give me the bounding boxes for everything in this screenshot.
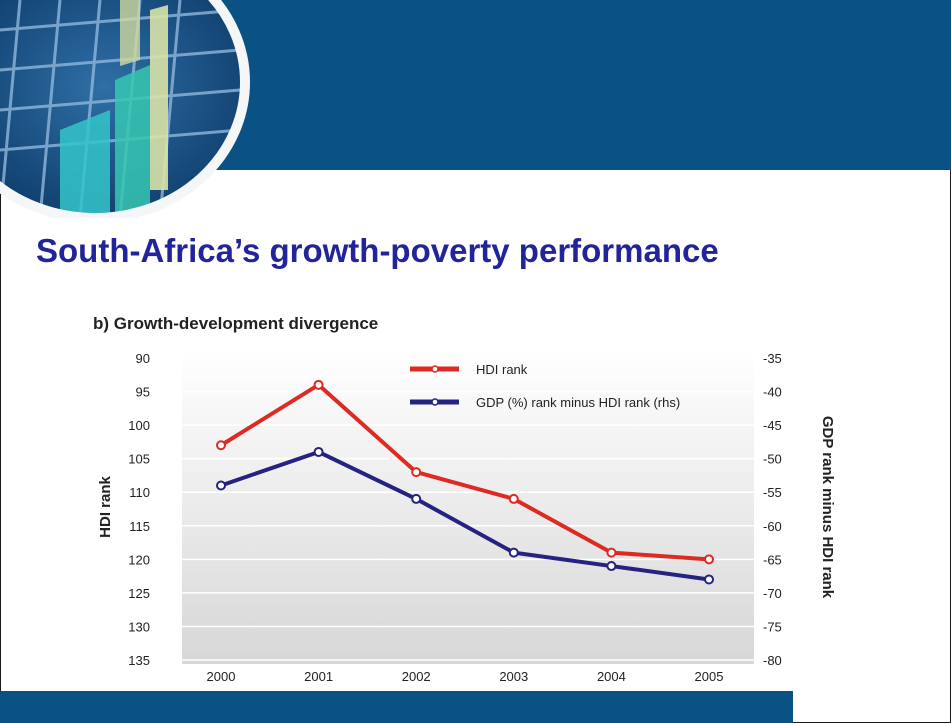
y-tick-left: 125: [128, 586, 150, 601]
y-tick-left: 130: [128, 619, 150, 634]
x-tick-label: 2002: [402, 669, 431, 684]
chart-title: b) Growth-development divergence: [93, 314, 379, 333]
footer-band: [0, 691, 793, 723]
data-point: [313, 446, 324, 457]
y-tick-right: -60: [763, 519, 782, 534]
y-tick-right: -65: [763, 552, 782, 567]
y-tick-left: 110: [129, 485, 150, 500]
y-axis-title-right: GDP rank minus HDI rank: [819, 416, 836, 599]
data-point: [606, 561, 617, 572]
legend-label: HDI rank: [476, 362, 528, 377]
x-tick-label: 2000: [207, 669, 236, 684]
data-point: [313, 379, 324, 390]
plot-background: [182, 350, 754, 664]
y-tick-right: -40: [763, 385, 782, 400]
data-point: [411, 467, 422, 478]
legend-marker: [431, 398, 439, 406]
y-tick-right: -55: [763, 485, 782, 500]
slide-title: South-Africa’s growth-poverty performanc…: [36, 232, 719, 269]
y-tick-right: -45: [763, 418, 782, 433]
x-tick-label: 2001: [304, 669, 333, 684]
y-tick-left: 135: [128, 653, 150, 668]
logo-graphic: [0, 0, 250, 218]
y-tick-left: 95: [136, 385, 150, 400]
y-tick-right: -50: [763, 452, 782, 467]
legend-label: GDP (%) rank minus HDI rank (rhs): [476, 395, 680, 410]
y-axis-title-left: HDI rank: [97, 476, 114, 538]
x-tick-label: 2004: [597, 669, 626, 684]
data-point: [606, 547, 617, 558]
y-tick-left: 115: [129, 519, 150, 534]
y-tick-left: 90: [136, 351, 150, 366]
data-point: [508, 493, 519, 504]
data-point: [216, 440, 226, 451]
data-point: [216, 480, 226, 491]
y-tick-right: -80: [763, 653, 782, 668]
x-tick-label: 2005: [695, 669, 724, 684]
legend-marker: [431, 365, 439, 373]
y-tick-left: 120: [128, 552, 150, 567]
data-point: [508, 547, 519, 558]
y-tick-left: 105: [128, 452, 150, 467]
data-point: [411, 493, 422, 504]
y-tick-left: 100: [128, 418, 150, 433]
series-line-gdp-minus-hdi: [219, 449, 711, 582]
y-tick-right: -35: [763, 351, 782, 366]
data-point: [704, 574, 714, 585]
x-tick-label: 2003: [499, 669, 528, 684]
data-point: [704, 554, 714, 565]
series-line-hdi-rank: [219, 382, 711, 562]
y-tick-right: -75: [763, 619, 782, 634]
y-tick-right: -70: [763, 586, 782, 601]
